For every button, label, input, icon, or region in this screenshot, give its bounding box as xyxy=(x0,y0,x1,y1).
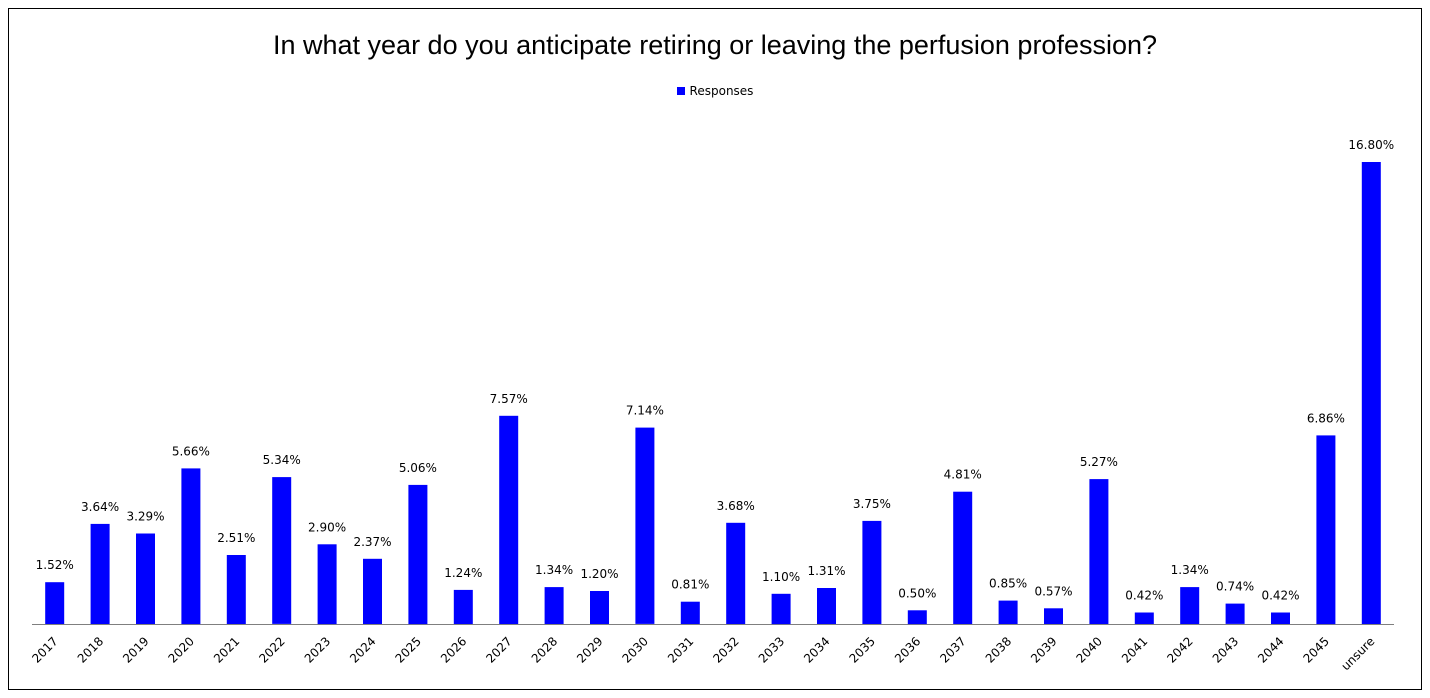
data-label-2036: 0.50% xyxy=(898,586,936,600)
bar-2035 xyxy=(862,520,882,624)
x-tick-label-2041: 2041 xyxy=(1119,634,1150,665)
data-label-unsure: 16.80% xyxy=(1348,138,1394,152)
bar-2042 xyxy=(1180,587,1200,624)
x-tick-label-2019: 2019 xyxy=(120,634,151,665)
bar-2027 xyxy=(499,415,519,624)
bar-2040 xyxy=(1089,479,1109,624)
bar-2039 xyxy=(1044,608,1063,624)
bar-2029 xyxy=(590,591,609,624)
data-label-2024: 2.37% xyxy=(353,535,391,549)
bar-2043 xyxy=(1225,603,1245,624)
x-tick-label-2032: 2032 xyxy=(710,634,741,665)
data-label-2033: 1.10% xyxy=(762,570,800,584)
data-label-2023: 2.90% xyxy=(308,520,346,534)
x-tick-label-2045: 2045 xyxy=(1301,634,1332,665)
legend-swatch xyxy=(676,87,685,95)
x-tick-label-2039: 2039 xyxy=(1028,634,1059,665)
data-label-2029: 1.20% xyxy=(580,567,618,581)
data-label-2021: 2.51% xyxy=(217,531,255,545)
x-tick-label-2020: 2020 xyxy=(166,634,197,665)
x-tick-label-2028: 2028 xyxy=(529,634,560,665)
chart-title: In what year do you anticipate retiring … xyxy=(272,30,1158,60)
data-label-2025: 5.06% xyxy=(399,461,437,475)
data-label-2045: 6.86% xyxy=(1307,411,1345,425)
x-tick-label-2025: 2025 xyxy=(393,634,424,665)
bar-2028 xyxy=(544,587,564,624)
bar-2033 xyxy=(771,593,791,625)
data-label-2020: 5.66% xyxy=(172,444,210,458)
bar-2021 xyxy=(226,555,246,624)
data-label-2018: 3.64% xyxy=(81,500,119,514)
bar-2038 xyxy=(998,600,1018,624)
x-tick-label-2026: 2026 xyxy=(438,634,469,665)
bar-2044 xyxy=(1271,612,1290,624)
bar-2032 xyxy=(726,522,746,624)
data-labels-group: 1.52% 3.64% 3.29% 5.66% 2.51% 5.34% 2.90% 2.37%… xyxy=(36,138,1395,603)
bar-2020 xyxy=(181,468,201,625)
x-tick-label-2037: 2037 xyxy=(937,634,968,665)
data-label-2044: 0.42% xyxy=(1261,589,1299,603)
data-label-2030: 7.14% xyxy=(626,404,664,418)
x-tick-label-2027: 2027 xyxy=(483,634,514,665)
data-label-2042: 1.34% xyxy=(1171,563,1209,577)
x-tick-label-2033: 2033 xyxy=(756,634,787,665)
bar-2034 xyxy=(817,588,836,624)
data-label-2038: 0.85% xyxy=(989,577,1027,591)
x-tick-label-2021: 2021 xyxy=(211,634,242,665)
bar-2037 xyxy=(953,491,973,624)
x-tick-label-2017: 2017 xyxy=(29,634,60,665)
data-label-2040: 5.27% xyxy=(1080,455,1118,469)
x-tick-label-2044: 2044 xyxy=(1255,634,1286,665)
x-tick-label-2031: 2031 xyxy=(665,634,696,665)
x-tick-label-2036: 2036 xyxy=(892,634,923,665)
bar-2031 xyxy=(680,601,700,624)
x-tick-label-2043: 2043 xyxy=(1210,634,1241,665)
x-tick-labels-group: 2017 2018 2019 2020 2021 2022 2023 2024 2025 2026… xyxy=(29,634,1377,673)
x-tick-label-2029: 2029 xyxy=(574,634,605,665)
data-label-2022: 5.34% xyxy=(263,453,301,467)
x-tick-label-2024: 2024 xyxy=(347,634,378,665)
x-tick-label-2038: 2038 xyxy=(983,634,1014,665)
bar-2017 xyxy=(45,582,65,624)
data-label-2039: 0.57% xyxy=(1034,584,1072,598)
x-tick-label-unsure: unsure xyxy=(1338,634,1377,673)
data-label-2028: 1.34% xyxy=(535,563,573,577)
data-label-2027: 7.57% xyxy=(490,392,528,406)
x-tick-label-2030: 2030 xyxy=(620,634,651,665)
x-tick-label-2040: 2040 xyxy=(1074,634,1105,665)
data-label-2017: 1.52% xyxy=(36,558,74,572)
data-label-2041: 0.42% xyxy=(1125,589,1163,603)
bar-2041 xyxy=(1134,612,1154,624)
data-label-2043: 0.74% xyxy=(1216,580,1254,594)
bar-2030 xyxy=(635,427,655,624)
bar-2045 xyxy=(1316,435,1336,625)
bars-group xyxy=(45,162,1381,625)
x-tick-label-2042: 2042 xyxy=(1164,634,1195,665)
bar-2024 xyxy=(363,558,382,624)
bar-unsure xyxy=(1361,162,1381,624)
data-label-2019: 3.29% xyxy=(126,510,164,524)
bar-2026 xyxy=(453,589,473,624)
x-tick-label-2022: 2022 xyxy=(256,634,287,665)
data-label-2031: 0.81% xyxy=(671,578,709,592)
data-label-2037: 4.81% xyxy=(944,468,982,482)
data-label-2034: 1.31% xyxy=(807,564,845,578)
data-label-2026: 1.24% xyxy=(444,566,482,580)
data-label-2032: 3.68% xyxy=(717,499,755,513)
data-label-2035: 3.75% xyxy=(853,497,891,511)
bar-2025 xyxy=(408,484,428,625)
x-tick-label-2018: 2018 xyxy=(75,634,106,665)
x-tick-label-2023: 2023 xyxy=(302,634,333,665)
bar-2022 xyxy=(272,477,292,624)
chart-legend: Responses xyxy=(0,84,1430,98)
bar-2023 xyxy=(317,544,337,625)
legend-label: Responses xyxy=(689,84,754,98)
bar-2019 xyxy=(136,533,155,624)
bar-2018 xyxy=(90,523,110,624)
x-tick-label-2034: 2034 xyxy=(801,634,832,665)
x-tick-label-2035: 2035 xyxy=(847,634,878,665)
bar-2036 xyxy=(907,610,927,625)
